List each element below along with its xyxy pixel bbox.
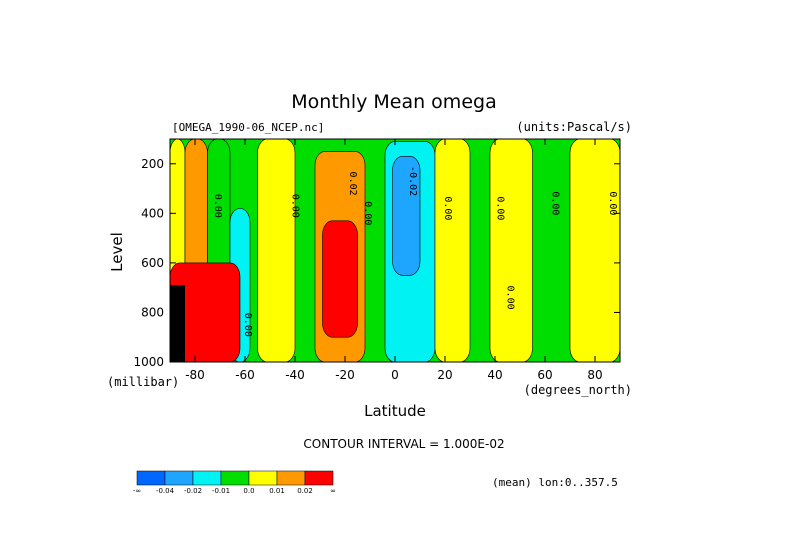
colorbar-label: -0.01 xyxy=(212,487,230,495)
x-tick-label: 40 xyxy=(487,368,502,382)
contour-label-1: 0.00 xyxy=(290,194,301,218)
contour-band-9 xyxy=(434,139,471,362)
colorbar-label: ∞ xyxy=(330,487,336,495)
y-tick-label: 400 xyxy=(141,206,164,220)
x-tick-label: 60 xyxy=(537,368,552,382)
contour-label-8: 0.00 xyxy=(607,191,618,215)
contour-label-10: 0.00 xyxy=(242,313,253,337)
x-axis-label: Latitude xyxy=(364,402,426,420)
colorbar-label: -0.02 xyxy=(184,487,202,495)
x-tick-label: 80 xyxy=(587,368,602,382)
contour-label-6: 0.00 xyxy=(495,196,506,220)
colorbar-label: 0.01 xyxy=(269,487,285,495)
chart-title: Monthly Mean omega xyxy=(291,91,496,113)
terrain-mask xyxy=(170,285,185,362)
x-units-label: (degrees_north) xyxy=(524,383,632,397)
colorbar-swatch xyxy=(276,470,306,486)
units-label: (units:Pascal/s) xyxy=(516,120,632,134)
colorbar-swatch xyxy=(164,470,194,486)
colorbar-swatch xyxy=(248,470,278,486)
contour-band-4 xyxy=(257,139,296,362)
colorbar-swatch xyxy=(192,470,222,486)
colorbar-swatch xyxy=(220,470,250,486)
colorbar-label: -∞ xyxy=(133,487,141,495)
contour-band-11 xyxy=(569,139,620,362)
contour-label-9: 0.00 xyxy=(505,286,516,310)
contour-band-10 xyxy=(489,139,533,362)
contour-label-5: 0.00 xyxy=(442,196,453,220)
colorbar-label: -0.04 xyxy=(156,487,175,495)
x-tick-label: -60 xyxy=(235,368,255,382)
region-label: (mean) lon:0..357.5 xyxy=(492,476,618,489)
y-units-label: (millibar) xyxy=(107,375,179,389)
colorbar-swatch xyxy=(136,470,166,486)
contour-label-2: 0.02 xyxy=(347,172,358,196)
y-tick-label: 200 xyxy=(141,157,164,171)
colorbar-label: 0.02 xyxy=(297,487,313,495)
colorbar-label: 0.0 xyxy=(243,487,254,495)
x-tick-label: 0 xyxy=(391,368,399,382)
plot-area: 0.00 0.00 0.02 0.00 -0.02 0.00 0.00 0.00 0.00 0.0… xyxy=(170,139,620,362)
dataset-label: [OMEGA_1990-06_NCEP.nc] xyxy=(172,121,324,134)
contour-label-4: -0.02 xyxy=(407,166,418,196)
x-tick-label: -20 xyxy=(335,368,355,382)
contour-band-12 xyxy=(170,262,241,362)
x-tick-label: -40 xyxy=(285,368,305,382)
y-axis-label: Level xyxy=(108,232,126,272)
contour-band-6 xyxy=(322,220,358,338)
contour-label-7: 0.00 xyxy=(550,191,561,215)
y-tick-label: 800 xyxy=(141,305,164,319)
colorbar-swatch xyxy=(304,470,334,486)
x-tick-label: -80 xyxy=(185,368,205,382)
y-tick-label: 600 xyxy=(141,256,164,270)
y-tick-label: 1000 xyxy=(133,355,164,369)
contour-band-8 xyxy=(392,156,421,276)
contour-interval-label: CONTOUR INTERVAL = 1.000E-02 xyxy=(303,437,504,451)
contour-label-0: 0.00 xyxy=(212,194,223,218)
contour-label-3: 0.00 xyxy=(362,201,373,225)
x-tick-label: 20 xyxy=(437,368,452,382)
